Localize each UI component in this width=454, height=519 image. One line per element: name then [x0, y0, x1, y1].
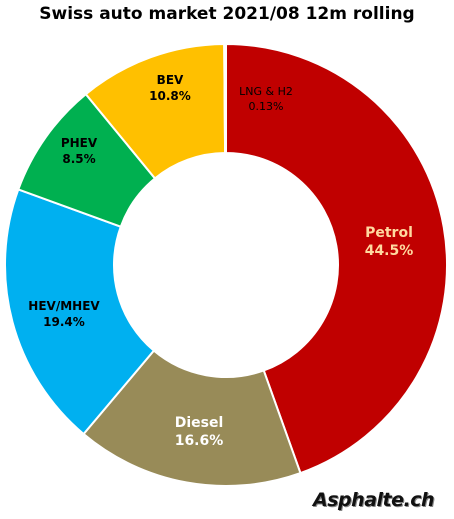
slice-lng-h2	[223, 42, 227, 155]
value-label-diesel: 16.6%	[175, 433, 224, 449]
chart-title: Swiss auto market 2021/08 12m rolling	[39, 4, 415, 24]
watermark-logo: Asphalte.ch	[313, 489, 434, 511]
value-label-lng-h2: 0.13%	[249, 100, 284, 113]
value-label-petrol: 44.5%	[365, 243, 414, 259]
label-lng-h2: LNG & H2	[239, 85, 293, 98]
label-diesel: Diesel	[175, 415, 224, 431]
label-petrol: Petrol	[365, 225, 413, 241]
slice-hev-mhev	[4, 188, 156, 436]
value-label-bev: 10.8%	[149, 89, 191, 103]
slice-petrol	[225, 42, 448, 475]
slice-diesel	[82, 349, 302, 487]
label-bev: BEV	[157, 73, 184, 87]
label-phev: PHEV	[61, 136, 98, 150]
value-label-hev-mhev: 19.4%	[43, 315, 85, 329]
value-label-phev: 8.5%	[62, 152, 95, 166]
label-hev-mhev: HEV/MHEV	[28, 299, 100, 313]
